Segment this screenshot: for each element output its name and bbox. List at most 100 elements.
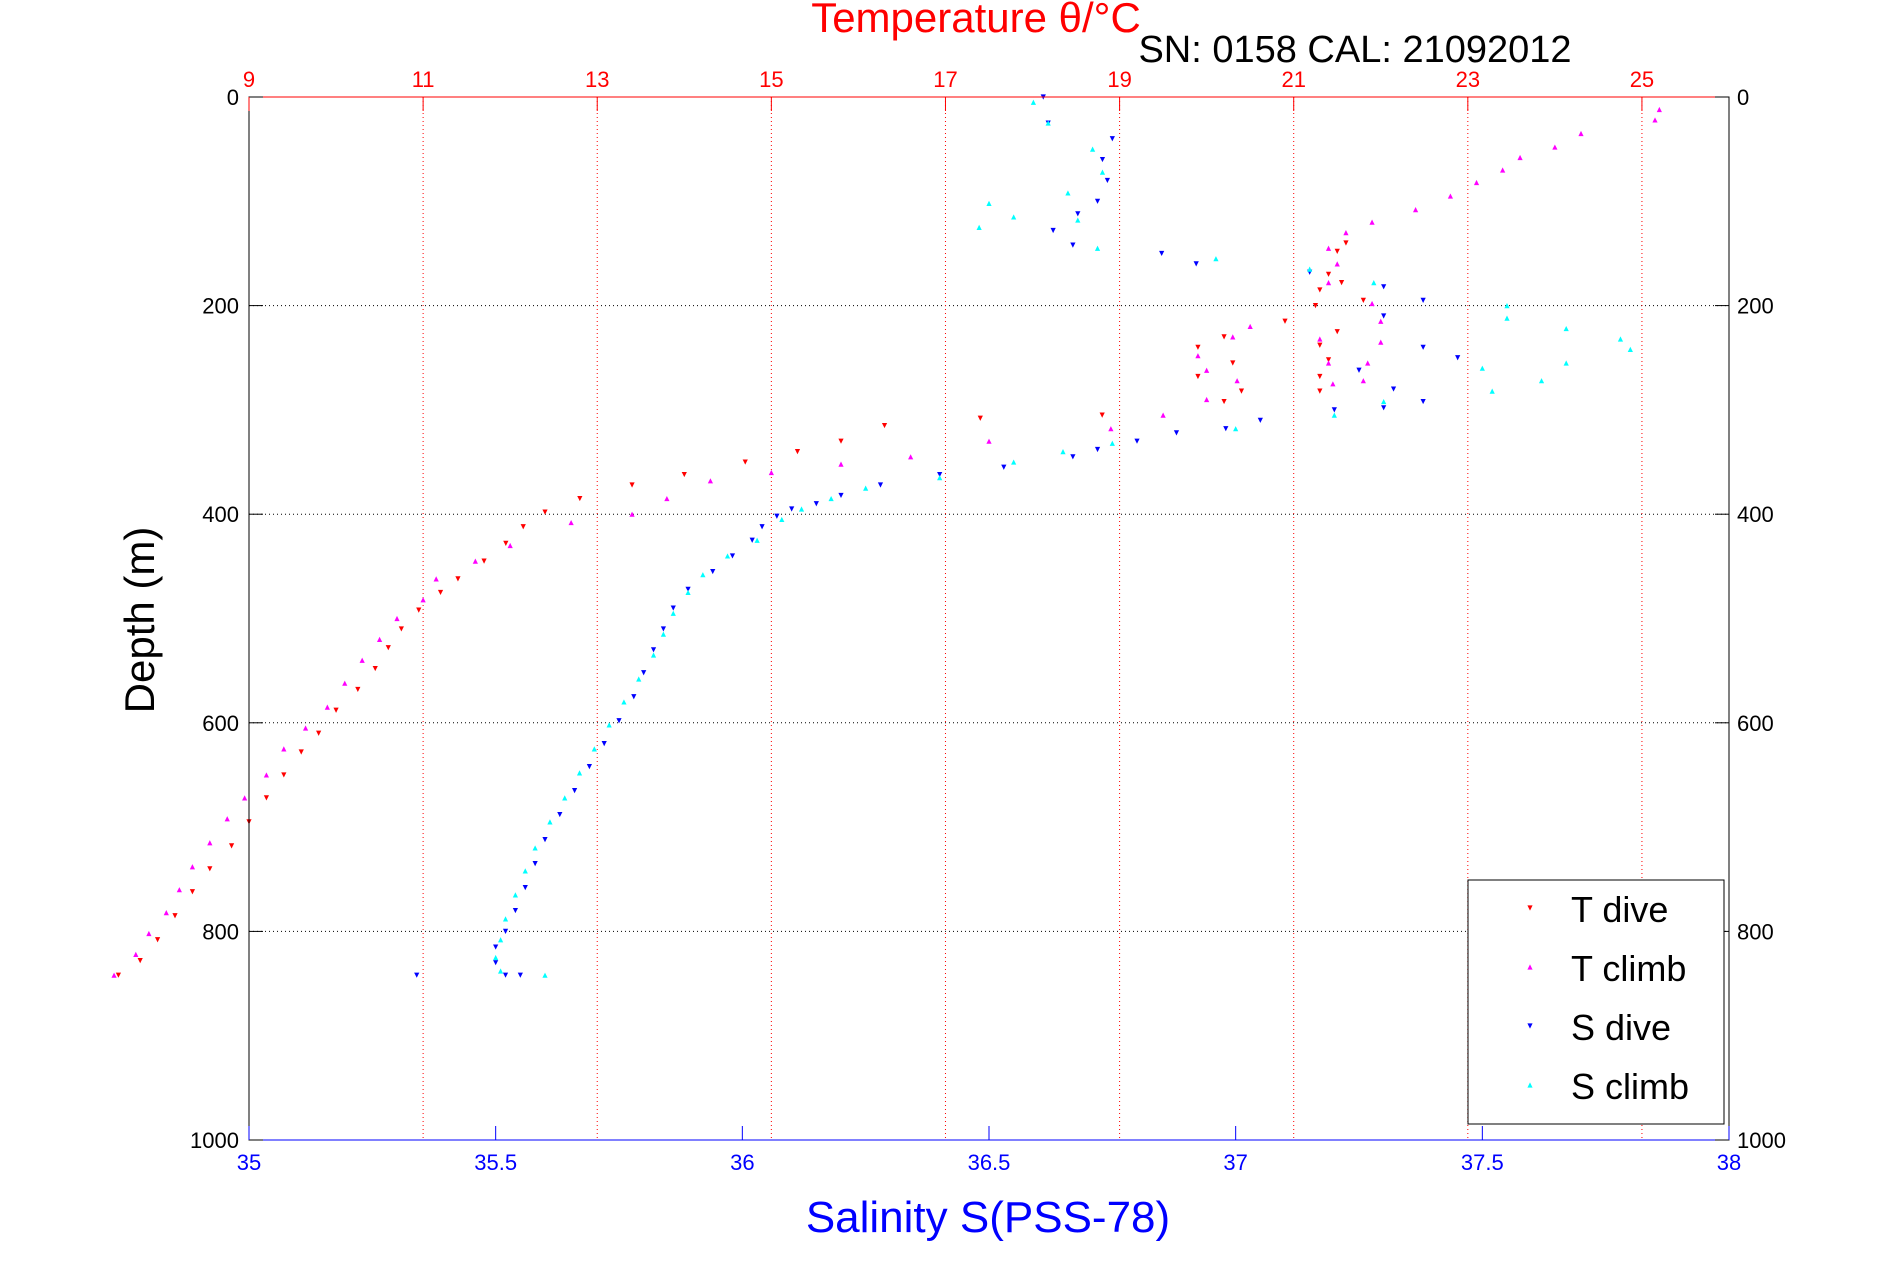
point-t-climb — [1230, 334, 1236, 340]
point-s-climb — [1090, 146, 1096, 152]
point-s-climb — [937, 475, 943, 481]
point-t-climb — [1343, 229, 1349, 236]
point-s-climb — [1504, 315, 1510, 321]
legend-label-t-dive: T dive — [1571, 889, 1668, 930]
point-s-dive — [601, 741, 607, 747]
point-s-climb — [798, 506, 805, 512]
point-t-climb — [1325, 360, 1332, 366]
point-s-dive — [631, 694, 637, 700]
point-t-climb — [507, 542, 513, 549]
point-t-dive — [416, 607, 422, 613]
point-t-climb — [707, 478, 714, 484]
tick-label-temperature: 19 — [1107, 67, 1131, 92]
point-s-dive — [1356, 367, 1362, 373]
point-s-climb — [1099, 169, 1106, 175]
point-s-dive — [1381, 405, 1387, 411]
point-t-climb — [1552, 144, 1558, 150]
point-t-climb — [629, 511, 635, 517]
point-t-climb — [111, 972, 117, 978]
point-t-dive — [1334, 329, 1340, 335]
tick-label-depth-left: 0 — [227, 85, 239, 110]
point-s-climb — [562, 795, 568, 801]
point-t-dive — [1221, 398, 1227, 405]
point-t-climb — [1369, 219, 1375, 225]
point-t-climb — [768, 469, 774, 476]
tick-label-temperature: 23 — [1456, 67, 1480, 92]
point-t-climb — [359, 657, 365, 663]
point-s-climb — [1381, 398, 1387, 405]
point-t-climb — [376, 636, 383, 642]
chart-title: Temperature θ/°C — [811, 0, 1141, 41]
legend-label-s-dive: S dive — [1571, 1007, 1671, 1048]
point-s-dive — [502, 928, 509, 934]
point-t-climb — [1500, 167, 1506, 173]
point-s-dive — [670, 605, 676, 611]
tick-label-temperature: 11 — [412, 67, 435, 92]
point-s-climb — [512, 892, 518, 898]
point-s-climb — [532, 845, 538, 851]
point-s-climb — [976, 224, 982, 230]
point-t-climb — [394, 615, 400, 622]
data-points — [111, 94, 1662, 978]
tick-label-depth-right: 800 — [1737, 919, 1774, 944]
point-s-climb — [498, 968, 504, 974]
point-t-climb — [1108, 426, 1114, 432]
point-s-dive — [1173, 430, 1180, 436]
legend-label-s-climb: S climb — [1571, 1066, 1689, 1107]
point-t-dive — [1325, 357, 1332, 363]
legend: T dive T climb S dive S climb — [1467, 879, 1725, 1125]
point-t-dive — [189, 889, 196, 895]
point-t-dive — [154, 937, 161, 943]
point-t-climb — [324, 704, 330, 710]
point-t-dive — [1317, 342, 1323, 348]
point-s-climb — [547, 819, 553, 825]
point-t-dive — [207, 866, 213, 872]
point-s-dive — [517, 972, 523, 978]
point-t-dive — [263, 795, 270, 801]
point-t-dive — [542, 509, 548, 515]
point-s-climb — [591, 746, 597, 752]
point-t-climb — [1578, 130, 1584, 137]
point-t-dive — [1334, 248, 1340, 254]
point-t-dive — [481, 558, 487, 564]
point-t-climb — [224, 816, 230, 822]
point-s-dive — [532, 861, 538, 867]
point-s-dive — [660, 626, 666, 632]
point-s-dive — [1381, 313, 1387, 319]
point-t-dive — [298, 749, 304, 755]
point-s-dive — [502, 972, 509, 978]
point-t-dive — [1317, 373, 1323, 380]
point-t-dive — [1317, 388, 1323, 394]
point-t-dive — [1195, 344, 1201, 350]
point-t-climb — [433, 576, 439, 582]
point-s-dive — [1381, 284, 1387, 290]
point-s-climb — [660, 631, 666, 637]
chart-subtitle: SN: 0158 CAL: 21092012 — [1138, 29, 1571, 71]
tick-label-salinity: 38 — [1717, 1150, 1741, 1175]
point-s-dive — [1075, 211, 1081, 217]
point-t-dive — [228, 843, 235, 849]
point-t-climb — [1247, 323, 1253, 330]
tick-label-temperature: 17 — [933, 67, 957, 92]
point-t-dive — [333, 707, 339, 713]
point-s-climb — [1371, 280, 1377, 286]
point-t-dive — [1282, 318, 1288, 324]
point-s-dive — [493, 960, 499, 966]
point-s-climb — [1489, 388, 1495, 394]
point-s-dive — [493, 944, 499, 950]
point-t-climb — [242, 795, 248, 801]
legend-label-t-climb: T climb — [1571, 948, 1686, 989]
tick-label-depth-left: 1000 — [190, 1128, 239, 1153]
tick-label-salinity: 35 — [237, 1150, 261, 1175]
point-t-dive — [629, 482, 635, 488]
point-s-climb — [1233, 426, 1239, 432]
point-t-dive — [794, 449, 801, 455]
point-s-dive — [616, 718, 622, 724]
tick-label-salinity: 37 — [1223, 1150, 1247, 1175]
point-t-climb — [1378, 318, 1384, 324]
point-s-climb — [1563, 325, 1569, 332]
point-s-dive — [789, 506, 795, 512]
point-t-dive — [372, 665, 378, 672]
point-s-climb — [498, 937, 504, 943]
